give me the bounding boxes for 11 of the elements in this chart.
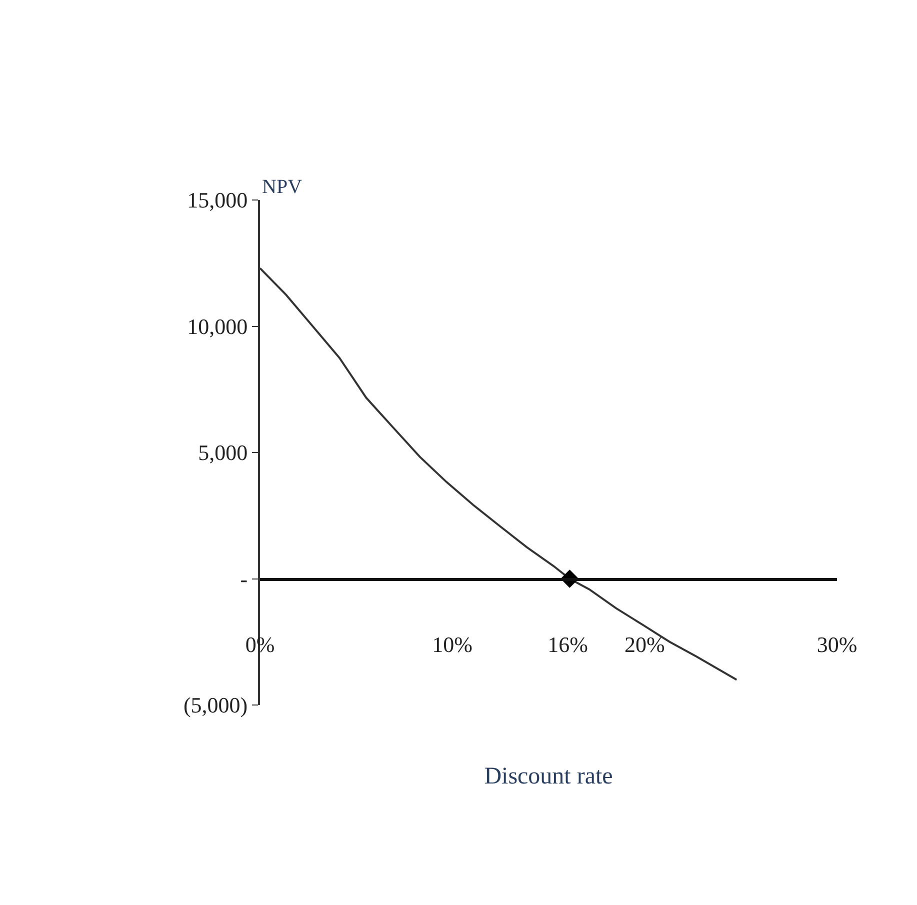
x-tick-label: 30%: [816, 632, 858, 658]
y-tick-label: 5,000: [198, 440, 248, 466]
y-axis-title: NPV: [262, 176, 303, 198]
x-tick-label: 16%: [548, 632, 588, 658]
x-tick-label: 10%: [432, 632, 472, 658]
x-tick-label: 20%: [624, 632, 665, 658]
y-tick-label: -: [240, 566, 248, 592]
y-tick-label: 15,000: [187, 188, 248, 213]
y-tick-label: 10,000: [187, 314, 248, 339]
x-axis-title: Discount rate: [484, 763, 613, 790]
y-tick-label: (5,000): [183, 692, 248, 718]
